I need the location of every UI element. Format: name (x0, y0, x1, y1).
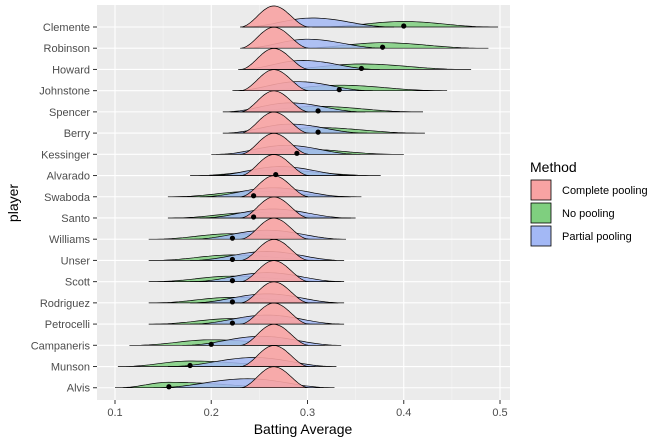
y-tick-label: Alvarado (47, 171, 90, 183)
legend-label: No pooling (562, 208, 615, 220)
y-tick-label: Spencer (49, 107, 90, 119)
observed-point (273, 171, 279, 178)
y-tick-label: Munson (51, 362, 90, 374)
legend: Method Complete pooling No pooling Partial… (530, 159, 648, 247)
observed-point (379, 44, 386, 50)
y-tick-label: Rodriguez (40, 298, 90, 310)
ridge-group (238, 48, 472, 70)
ridge-group (167, 196, 356, 219)
ridge-group (190, 154, 381, 176)
x-tick-label: 0.2 (204, 407, 219, 419)
legend-label: Complete pooling (562, 185, 648, 197)
ridge-group (117, 345, 337, 367)
complete-pooling-density (240, 5, 310, 28)
observed-point (336, 87, 342, 93)
y-tick-label: Alvis (67, 383, 91, 395)
ridge-group (211, 132, 404, 155)
ridge-group (148, 260, 345, 282)
observed-point (229, 235, 236, 241)
complete-pooling-density (240, 302, 310, 325)
y-tick-label: Johnstone (39, 86, 90, 98)
y-tick-label: Berry (64, 128, 91, 140)
ridge-group (148, 302, 345, 325)
ridge-group (148, 281, 345, 304)
legend-label: Partial pooling (562, 231, 632, 243)
ridge-group (222, 111, 425, 134)
x-tick-label: 0.1 (107, 407, 122, 419)
complete-pooling-density (240, 196, 310, 219)
observed-point (251, 193, 257, 199)
complete-pooling-density (240, 48, 310, 70)
legend-key (530, 225, 552, 247)
x-tick-label: 0.4 (396, 407, 411, 419)
observed-points-layer (166, 23, 407, 390)
complete-pooling-density (240, 217, 310, 240)
legend-title: Method (530, 159, 577, 175)
observed-point (229, 256, 236, 263)
ridge-group (222, 90, 423, 113)
complete-pooling-density (240, 69, 310, 92)
complete-pooling-density (240, 154, 310, 176)
ridge-group (148, 217, 346, 240)
complete-pooling-density (240, 260, 310, 282)
observed-point (229, 320, 236, 326)
ridge-group (240, 26, 489, 49)
observed-point (401, 23, 407, 29)
complete-pooling-density (240, 90, 310, 113)
y-tick-label: Robinson (44, 43, 90, 55)
y-tick-label: Santo (61, 213, 90, 225)
plot-panel (97, 5, 510, 400)
complete-pooling-density (240, 26, 310, 49)
observed-point (187, 362, 193, 369)
observed-point (358, 65, 364, 72)
observed-point (166, 384, 172, 390)
observed-point (229, 278, 236, 284)
legend-key (530, 179, 552, 201)
observed-point (251, 214, 257, 220)
ridge-group (148, 239, 345, 261)
x-axis-ticks: 0.1 0.2 0.3 0.4 0.5 (107, 400, 508, 419)
y-tick-label: Petrocelli (45, 319, 90, 331)
observed-point (229, 299, 236, 305)
complete-pooling-density (240, 281, 310, 304)
observed-point (315, 129, 321, 135)
complete-pooling-density (240, 132, 310, 155)
y-tick-label: Clemente (43, 22, 90, 34)
y-tick-label: Campaneris (31, 340, 91, 352)
x-tick-label: 0.5 (492, 407, 507, 419)
complete-pooling-density (240, 323, 310, 346)
observed-point (294, 150, 300, 156)
y-tick-label: Scott (65, 277, 90, 289)
ridge-group (115, 366, 335, 389)
y-axis-ticks: Clemente Robinson Howard Johnstone Spencer Be… (31, 22, 97, 395)
legend-key (530, 202, 552, 224)
y-tick-label: Kessinger (41, 149, 90, 161)
y-tick-label: Williams (49, 234, 90, 246)
x-axis-title: Batting Average (254, 421, 353, 437)
complete-pooling-density (240, 239, 310, 261)
y-tick-label: Swaboda (44, 192, 91, 204)
x-tick-label: 0.3 (300, 407, 315, 419)
y-tick-label: Howard (52, 64, 90, 76)
observed-point (315, 108, 321, 114)
complete-pooling-density (240, 345, 310, 367)
observed-point (208, 341, 214, 347)
y-tick-label: Unser (61, 255, 91, 267)
y-axis-title: player (5, 184, 21, 222)
complete-pooling-density (240, 366, 310, 389)
complete-pooling-density (240, 111, 310, 134)
